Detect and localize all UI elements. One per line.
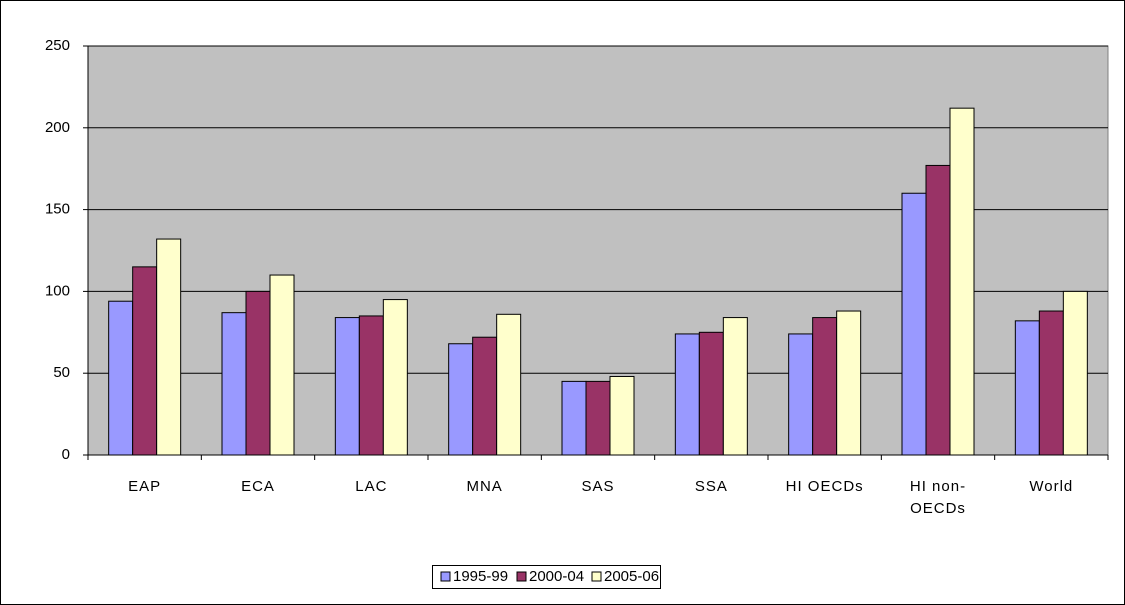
x-tick-label: HI OECDs: [785, 478, 864, 495]
bar: [949, 107, 975, 456]
bar: [132, 266, 158, 456]
bar: [472, 336, 498, 456]
bar: [156, 238, 182, 456]
y-tick-label: 50: [53, 364, 70, 381]
bar: [901, 192, 927, 456]
legend-label: 2005-06: [604, 568, 659, 585]
bar: [561, 380, 587, 456]
bar: [788, 333, 814, 456]
legend-label: 1995-99: [453, 568, 508, 585]
bar: [925, 164, 951, 456]
x-tick-label: SSA: [694, 478, 728, 495]
legend-swatch: [440, 571, 451, 582]
bar: [221, 312, 247, 456]
y-tick-label: 150: [45, 201, 70, 218]
bar: [448, 343, 474, 456]
bar: [245, 290, 271, 456]
bar: [1038, 310, 1064, 456]
legend-label: 2000-04: [529, 568, 584, 585]
y-tick-label: 0: [62, 446, 70, 463]
bar: [1014, 320, 1040, 456]
legend-box: [432, 565, 661, 589]
legend-swatch: [516, 571, 527, 582]
bar: [334, 317, 360, 456]
bar: [496, 313, 522, 456]
bar: [609, 375, 635, 456]
bar: [585, 380, 611, 456]
bar: [674, 333, 700, 456]
y-tick-label: 250: [45, 37, 70, 54]
bar: [722, 317, 748, 456]
x-tick-label: MNA: [466, 478, 503, 495]
bar: [836, 310, 862, 456]
x-tick-label: World: [1029, 478, 1074, 495]
bar: [382, 299, 408, 456]
bar: [358, 315, 384, 456]
x-tick-label: HI non-OECDs: [909, 478, 967, 517]
x-tick-label: LAC: [355, 478, 388, 495]
bar: [812, 317, 838, 456]
x-tick-label: ECA: [241, 478, 275, 495]
y-tick-label: 100: [45, 282, 70, 299]
x-tick-label: SAS: [581, 478, 615, 495]
bar: [698, 331, 724, 456]
bar: [269, 274, 295, 456]
y-tick-label: 200: [45, 119, 70, 136]
legend-swatch: [591, 571, 602, 582]
x-tick-label: EAP: [128, 478, 162, 495]
bar: [108, 300, 134, 456]
bar: [1062, 290, 1088, 456]
